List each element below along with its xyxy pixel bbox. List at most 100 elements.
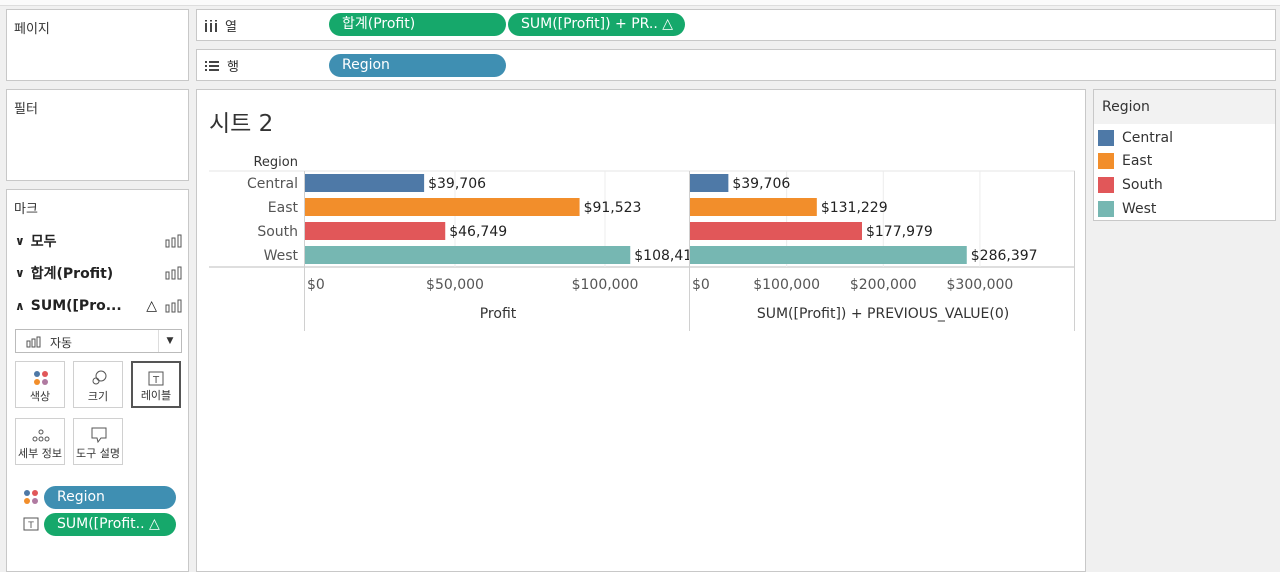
legend-item-label: South [1122,177,1163,193]
bar [305,198,580,216]
columns-icon [205,19,217,32]
size-icon [92,370,107,385]
encoding-pill-region[interactable]: Region [44,486,176,509]
color-dots-icon [24,490,38,504]
size-card-label: 크기 [87,390,109,403]
chart-area: Region Central East South West $0 $50,000 $100,… [209,155,1075,331]
svg-text:T: T [152,375,160,386]
bar [690,174,729,192]
legend-item-label: East [1122,153,1153,169]
rows-shelf-label-group: 행 [205,56,239,75]
bar [305,246,631,264]
marks-row-label: 합계(Profit) [30,266,114,282]
filters-panel[interactable]: 필터 [6,89,189,181]
x-axis-title: SUM([Profit]) + PREVIOUS_VALUE(0) [757,306,1009,322]
x-tick-label: $200,000 [850,277,917,293]
data-label: $108,418 [634,248,701,264]
x-tick-label: $300,000 [947,277,1014,293]
columns-shelf-label-group: 열 [205,16,237,35]
data-label: $46,749 [449,224,507,240]
category-label: West [264,248,299,264]
bar-chart-icon [165,299,182,313]
legend-swatch [1098,177,1114,193]
sheet-title: 시트 2 [209,111,274,137]
legend-panel: Region Central East South West [1093,89,1276,221]
chevron-down-icon: ∨ [15,234,25,248]
data-label: $177,979 [866,224,933,240]
legend-item-south[interactable]: South [1098,174,1163,196]
marks-row-sum-calc[interactable]: ∧ SUM([Pro... △ [15,291,185,321]
legend-item-east[interactable]: East [1098,150,1152,172]
size-card[interactable]: 크기 [73,361,123,408]
bar-chart-icon [165,266,182,280]
data-label: $39,706 [428,176,486,192]
legend-swatch [1098,130,1114,146]
tooltip-icon [91,427,107,444]
detail-icon [32,429,50,442]
bar [690,198,817,216]
row-header: Region [253,155,298,170]
legend-item-label: West [1122,201,1157,217]
rows-pill-region[interactable]: Region [329,54,506,77]
data-label: $39,706 [732,176,790,192]
columns-pill-profit[interactable]: 합계(Profit) [329,13,506,36]
marks-row-all[interactable]: ∨ 모두 [15,226,185,256]
data-label: $91,523 [584,200,642,216]
legend-title: Region [1102,99,1150,115]
bar [305,222,446,240]
marks-row-label: 모두 [30,234,57,250]
detail-card-label: 세부 정보 [18,447,62,460]
chevron-down-icon: ∨ [15,266,25,280]
marks-panel: 마크 ∨ 모두 ∨ 합계(Profit) ∧ SUM([Pro... △ [6,189,189,572]
color-card-label: 색상 [29,390,51,403]
pages-title: 페이지 [14,22,50,37]
bar [690,222,862,240]
label-icon: T [23,517,39,531]
x-tick-label: $0 [692,277,710,293]
worksheet-view: 시트 2 Region Central East South West $0 $50,000… [196,89,1086,572]
caret-down-icon: ▼ [158,330,181,352]
top-toolbar-strip [0,0,1280,6]
legend-swatch [1098,153,1114,169]
tooltip-card[interactable]: 도구 설명 [73,418,123,465]
legend-swatch [1098,201,1114,217]
x-tick-label: $100,000 [753,277,820,293]
marks-row-profit[interactable]: ∨ 합계(Profit) [15,258,185,288]
label-card-label: 레이블 [140,389,172,402]
delta-icon: △ [146,298,157,314]
label-icon: T [148,371,164,386]
category-label: South [257,224,298,240]
mark-type-select[interactable]: 자동 ▼ [15,329,182,353]
category-label: Central [247,176,298,192]
data-label: $131,229 [821,200,888,216]
bar-chart-icon [165,234,182,248]
rows-label: 행 [227,60,239,75]
svg-text:T: T [27,521,34,531]
tooltip-card-label: 도구 설명 [76,447,120,460]
marks-row-label: SUM([Pro... [30,298,122,314]
mark-type-value: 자동 [50,336,73,350]
x-tick-label: $100,000 [572,277,639,293]
rows-shelf: 행 Region [196,49,1276,81]
legend-header: Region [1094,90,1275,124]
columns-shelf: 열 합계(Profit) SUM([Profit]) + PR.. △ [196,9,1276,41]
legend-item-west[interactable]: West [1098,198,1156,220]
marks-title: 마크 [14,202,38,217]
encoding-pill-sum-profit[interactable]: SUM([Profit.. △ [44,513,176,536]
filters-title: 필터 [14,102,38,117]
x-tick-label: $0 [307,277,325,293]
data-label: $286,397 [971,248,1038,264]
legend-item-central[interactable]: Central [1098,127,1173,149]
pages-panel[interactable]: 페이지 [6,9,189,81]
chevron-up-icon: ∧ [15,299,25,313]
columns-pill-sum-calc[interactable]: SUM([Profit]) + PR.. △ [508,13,685,36]
bar-chart-icon [26,336,41,348]
bar [305,174,425,192]
color-dots-icon [34,371,48,385]
rows-icon [205,60,219,71]
color-card[interactable]: 색상 [15,361,65,408]
label-card[interactable]: T 레이블 [131,361,181,408]
detail-card[interactable]: 세부 정보 [15,418,65,465]
x-axis-title: Profit [480,306,517,322]
legend-item-label: Central [1122,130,1173,146]
